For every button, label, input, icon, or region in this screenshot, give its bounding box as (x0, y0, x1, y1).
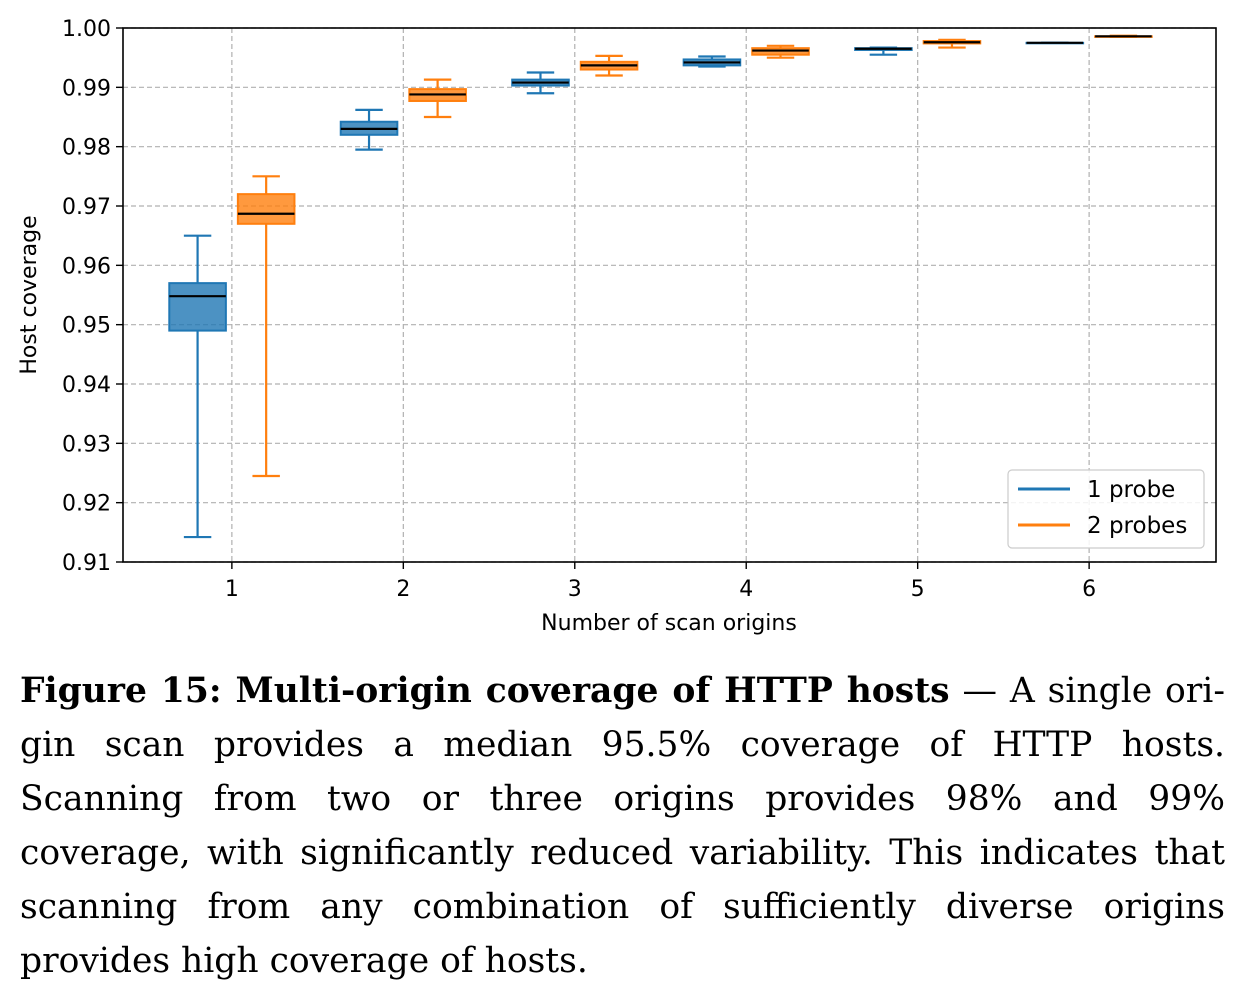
y-tick-label: 0.96 (62, 254, 111, 279)
box-2-probes-2 (408, 78, 467, 119)
y-tick-label: 0.95 (62, 314, 111, 339)
y-tick-label: 0.91 (62, 551, 111, 576)
x-tick-label: 2 (396, 577, 410, 602)
caption-label: Figure 15: Multi-origin coverage of HTTP… (20, 671, 950, 711)
y-tick-label: 1.00 (62, 17, 111, 42)
y-tick-label: 0.99 (62, 76, 111, 101)
box-body (236, 193, 296, 225)
x-tick-label: 5 (911, 577, 925, 602)
box-body (168, 282, 227, 332)
caption-text: A single ori­gin scan provides a median … (20, 671, 1226, 981)
legend-label-2-probes: 2 probes (1087, 513, 1187, 539)
x-tick-label: 6 (1082, 577, 1096, 602)
box-2-probes-4 (751, 44, 810, 59)
y-tick-label: 0.94 (62, 373, 111, 398)
box-1-probe-2 (339, 108, 399, 151)
y-tick-label: 0.92 (62, 492, 111, 517)
legend-label-1-probe: 1 probe (1087, 477, 1175, 503)
y-tick-label: 0.93 (62, 432, 111, 457)
box-2-probes-3 (579, 54, 639, 77)
caption-separator: — (949, 671, 1010, 711)
box-1-probe-3 (511, 71, 570, 95)
box-1-probe-6 (1025, 41, 1085, 45)
box-2-probes-6 (1094, 34, 1153, 39)
box-2-probes-1 (236, 175, 296, 478)
box-1-probe-4 (682, 55, 742, 68)
x-axis-label: Number of scan origins (541, 611, 797, 636)
box-1-probe-1 (168, 234, 227, 539)
x-tick-label: 3 (568, 577, 582, 602)
x-tick-label: 1 (225, 577, 239, 602)
axis-ticks: 0.91 0.92 0.93 0.94 0.95 0.96 0.97 0.98 0.99 1.00… (62, 17, 1096, 602)
x-tick-label: 4 (739, 577, 753, 602)
y-tick-label: 0.97 (62, 195, 111, 220)
legend: 1 probe 2 probes (1007, 469, 1205, 549)
figure-caption: Figure 15: Multi-origin coverage of HTTP… (20, 664, 1225, 988)
y-tick-label: 0.98 (62, 136, 111, 161)
box-series (168, 34, 1153, 539)
box-plot-chart: 0.91 0.92 0.93 0.94 0.95 0.96 0.97 0.98 0.99 1.00… (17, 17, 1217, 636)
box-1-probe-5 (854, 46, 913, 56)
box-2-probes-5 (922, 38, 982, 49)
plot-frame (122, 27, 1217, 563)
y-axis-label: Host coverage (17, 215, 42, 374)
